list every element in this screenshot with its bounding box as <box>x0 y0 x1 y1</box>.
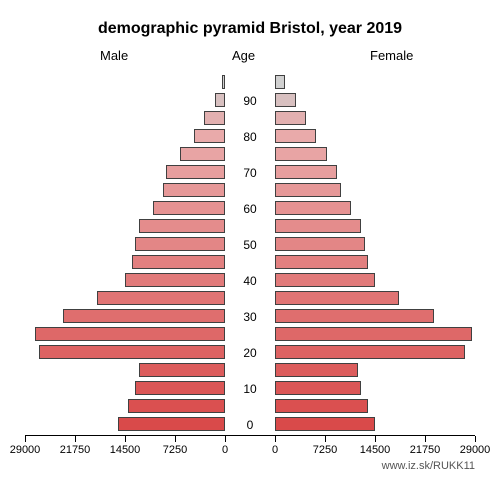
age-tick-label: 40 <box>235 274 265 288</box>
female-bar <box>275 255 368 269</box>
male-bar <box>125 273 225 287</box>
x-tick-label: 14500 <box>110 444 141 456</box>
male-bar <box>180 147 225 161</box>
x-tick-label: 29000 <box>460 444 491 456</box>
male-bar <box>166 165 225 179</box>
female-bar <box>275 399 368 413</box>
age-tick-label: 10 <box>235 382 265 396</box>
female-bar <box>275 147 327 161</box>
x-tick-label: 7250 <box>313 444 337 456</box>
female-bar <box>275 219 361 233</box>
x-tick-label: 0 <box>222 444 228 456</box>
female-bar <box>275 345 465 359</box>
age-header: Age <box>232 48 255 63</box>
x-tick <box>125 436 126 442</box>
age-tick-label: 0 <box>235 418 265 432</box>
x-tick-label: 7250 <box>163 444 187 456</box>
male-bar <box>135 237 225 251</box>
female-bar <box>275 111 306 125</box>
x-tick <box>475 436 476 442</box>
female-bar <box>275 381 361 395</box>
female-bar <box>275 291 399 305</box>
male-bar <box>139 219 225 233</box>
female-bar <box>275 273 375 287</box>
x-tick <box>75 436 76 442</box>
male-bar <box>163 183 225 197</box>
age-tick-label: 30 <box>235 310 265 324</box>
x-tick-label: 0 <box>272 444 278 456</box>
x-tick <box>225 436 226 442</box>
male-bar <box>118 417 225 431</box>
age-tick-label: 20 <box>235 346 265 360</box>
x-tick <box>275 436 276 442</box>
female-bar <box>275 201 351 215</box>
female-bar <box>275 363 358 377</box>
female-bar <box>275 417 375 431</box>
female-bar <box>275 309 434 323</box>
plot-area: 0 10 20 30 40 50 60 70 80 90 <box>25 65 475 435</box>
male-bar <box>153 201 225 215</box>
male-bar <box>135 381 225 395</box>
male-bar <box>139 363 225 377</box>
female-bar <box>275 327 472 341</box>
male-bar <box>35 327 225 341</box>
male-bar <box>204 111 225 125</box>
pyramid-chart: demographic pyramid Bristol, year 2019 M… <box>0 0 500 500</box>
male-bar <box>97 291 225 305</box>
age-tick-label: 60 <box>235 202 265 216</box>
male-bar <box>128 399 225 413</box>
male-bar <box>132 255 225 269</box>
age-tick-label: 70 <box>235 166 265 180</box>
male-bar <box>39 345 225 359</box>
x-tick-label: 14500 <box>360 444 391 456</box>
male-bar <box>194 129 225 143</box>
female-bar <box>275 165 337 179</box>
male-bar <box>63 309 225 323</box>
age-tick-label: 90 <box>235 94 265 108</box>
x-tick <box>175 436 176 442</box>
male-header: Male <box>100 48 128 63</box>
female-bar <box>275 93 296 107</box>
female-bar <box>275 237 365 251</box>
chart-title: demographic pyramid Bristol, year 2019 <box>0 20 500 38</box>
age-tick-label: 80 <box>235 130 265 144</box>
x-tick-label: 21750 <box>410 444 441 456</box>
x-tick <box>375 436 376 442</box>
x-tick-label: 29000 <box>10 444 41 456</box>
source-text: www.iz.sk/RUKK11 <box>382 460 475 472</box>
female-bar <box>275 183 341 197</box>
x-tick <box>25 436 26 442</box>
male-bar <box>215 93 225 107</box>
x-tick <box>325 436 326 442</box>
female-bar <box>275 129 316 143</box>
female-header: Female <box>370 48 413 63</box>
x-tick-label: 21750 <box>60 444 91 456</box>
female-bar <box>275 75 285 89</box>
age-tick-label: 50 <box>235 238 265 252</box>
male-bar <box>222 75 225 89</box>
x-tick <box>425 436 426 442</box>
